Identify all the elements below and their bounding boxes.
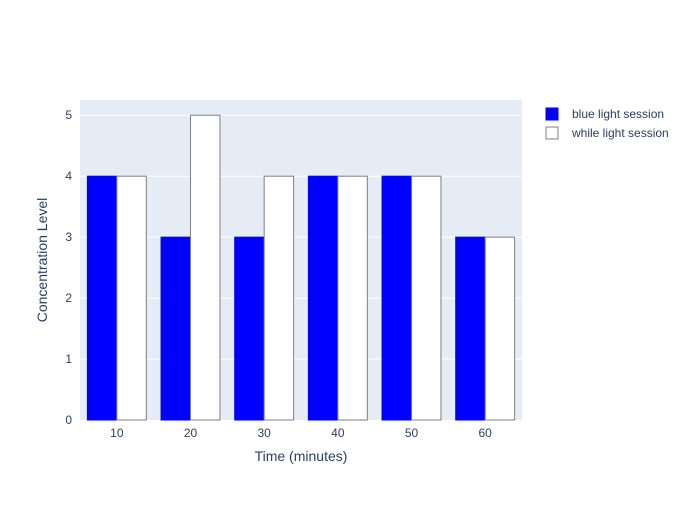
x-tick-label: 30 (257, 426, 271, 440)
bar-series-1-cat-50 (411, 175, 442, 421)
plot-background (80, 100, 522, 420)
y-tick-label: 1 (65, 352, 72, 366)
x-tick-label: 50 (405, 426, 419, 440)
bar-series-0-cat-50 (381, 175, 412, 421)
bar-series-0-cat-20 (160, 236, 192, 421)
bar-series-0-cat-10 (86, 175, 118, 421)
x-axis-title: Time (minutes) (255, 448, 348, 464)
bar-series-1-cat-10 (116, 175, 147, 421)
gridlines (80, 114, 522, 360)
y-tick-label: 5 (65, 108, 72, 122)
legend: blue light session while light session (545, 107, 669, 140)
x-tick-label: 10 (110, 426, 124, 440)
y-tick-label: 2 (65, 291, 72, 305)
legend-label-0: blue light session (572, 107, 664, 121)
bars (86, 114, 516, 421)
x-tick-label: 60 (478, 426, 492, 440)
x-axis-ticks: 10 20 30 40 50 60 (110, 426, 492, 440)
bar-series-1-cat-20 (190, 114, 221, 421)
legend-label-1: while light session (571, 126, 669, 140)
legend-swatch-1 (545, 126, 559, 140)
y-tick-label: 4 (65, 169, 72, 183)
legend-swatch-0 (545, 107, 559, 121)
y-axis-ticks: 0 1 2 3 4 5 (65, 108, 72, 427)
y-tick-label: 0 (65, 413, 72, 427)
bar-series-1-cat-40 (337, 175, 368, 421)
bar-series-1-cat-60 (484, 236, 516, 421)
bar-series-1-cat-30 (263, 175, 295, 421)
bar-series-0-cat-30 (234, 236, 265, 421)
y-axis-title: Concentration Level (34, 198, 50, 323)
bar-series-0-cat-60 (455, 236, 486, 421)
bar-series-0-cat-40 (307, 175, 339, 421)
x-tick-label: 40 (331, 426, 345, 440)
y-tick-label: 3 (65, 230, 72, 244)
x-tick-label: 20 (184, 426, 198, 440)
